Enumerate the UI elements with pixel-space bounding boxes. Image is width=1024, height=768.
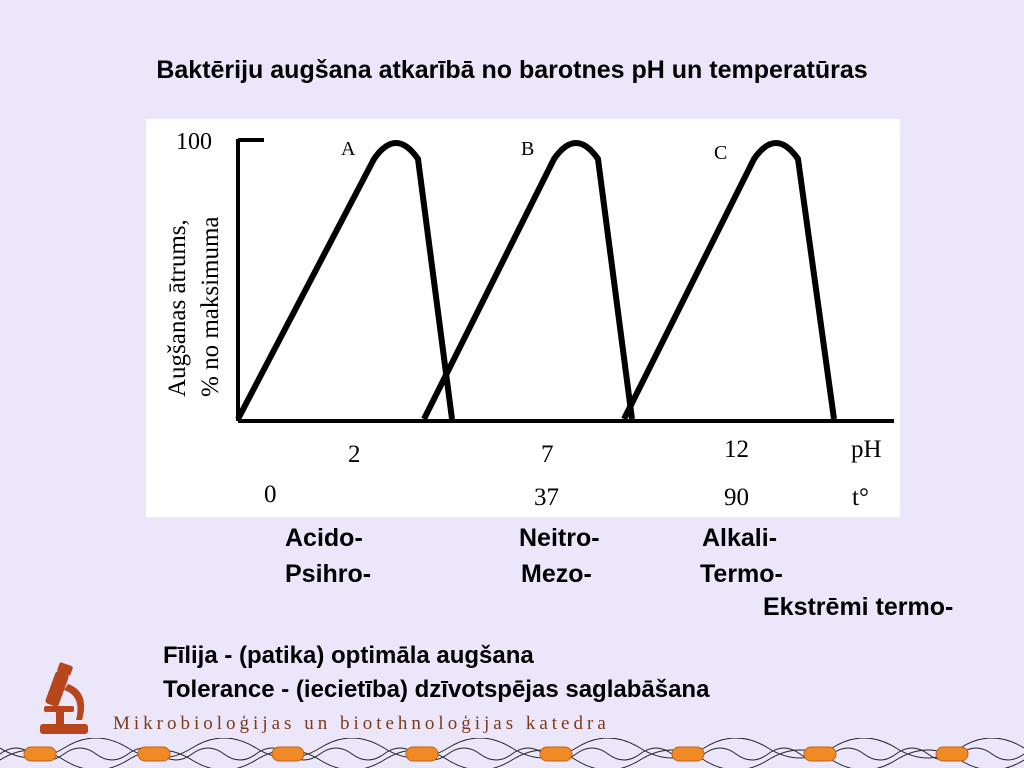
- temp-tick-0: 0: [264, 481, 277, 508]
- department-name: Mikrobioloģijas un biotehnoloģijas kated…: [113, 713, 610, 734]
- curve-label-b: B: [521, 138, 534, 160]
- y-axis-label-line1: Augšanas ātrums,: [164, 219, 191, 397]
- curve-label-a: A: [341, 138, 356, 160]
- curve-b: [421, 140, 635, 421]
- definition-tolerance: Tolerance - (iecietība) dzīvotspējas sag…: [163, 676, 710, 703]
- microscope-icon: [40, 662, 88, 734]
- temp-tick-37: 37: [534, 484, 559, 511]
- decorative-border: [0, 738, 1024, 768]
- label-alkali: Alkali-: [702, 524, 778, 552]
- label-neitro: Neitro-: [519, 524, 600, 552]
- y-tick-100: 100: [176, 129, 212, 155]
- label-ekstremi-termo: Ekstrēmi termo-: [763, 593, 954, 621]
- definition-filija: Fīlija - (patika) optimāla augšana: [163, 642, 534, 669]
- label-mezo: Mezo-: [521, 560, 592, 588]
- label-termo: Termo-: [700, 560, 783, 588]
- ph-tick-2: 2: [348, 441, 361, 468]
- growth-chart-svg: A B C 100 Augšanas ātrums, % no maksimum…: [164, 129, 894, 511]
- y-axis-label-line2: % no maksimuma: [197, 216, 224, 397]
- curve-c: [621, 140, 837, 421]
- curve-a: [235, 140, 455, 421]
- label-acido: Acido-: [285, 524, 363, 552]
- temp-tick-90: 90: [724, 484, 749, 511]
- curve-label-c: C: [714, 142, 727, 164]
- ph-tick-12: 12: [724, 436, 749, 463]
- growth-chart: A B C 100 Augšanas ātrums, % no maksimum…: [146, 119, 900, 517]
- ph-axis-label: pH: [851, 436, 882, 463]
- temp-axis-label: t°: [852, 484, 869, 511]
- label-psihro: Psihro-: [285, 560, 372, 588]
- ph-tick-7: 7: [541, 441, 554, 468]
- slide-title: Baktēriju augšana atkarībā no barotnes p…: [156, 56, 868, 84]
